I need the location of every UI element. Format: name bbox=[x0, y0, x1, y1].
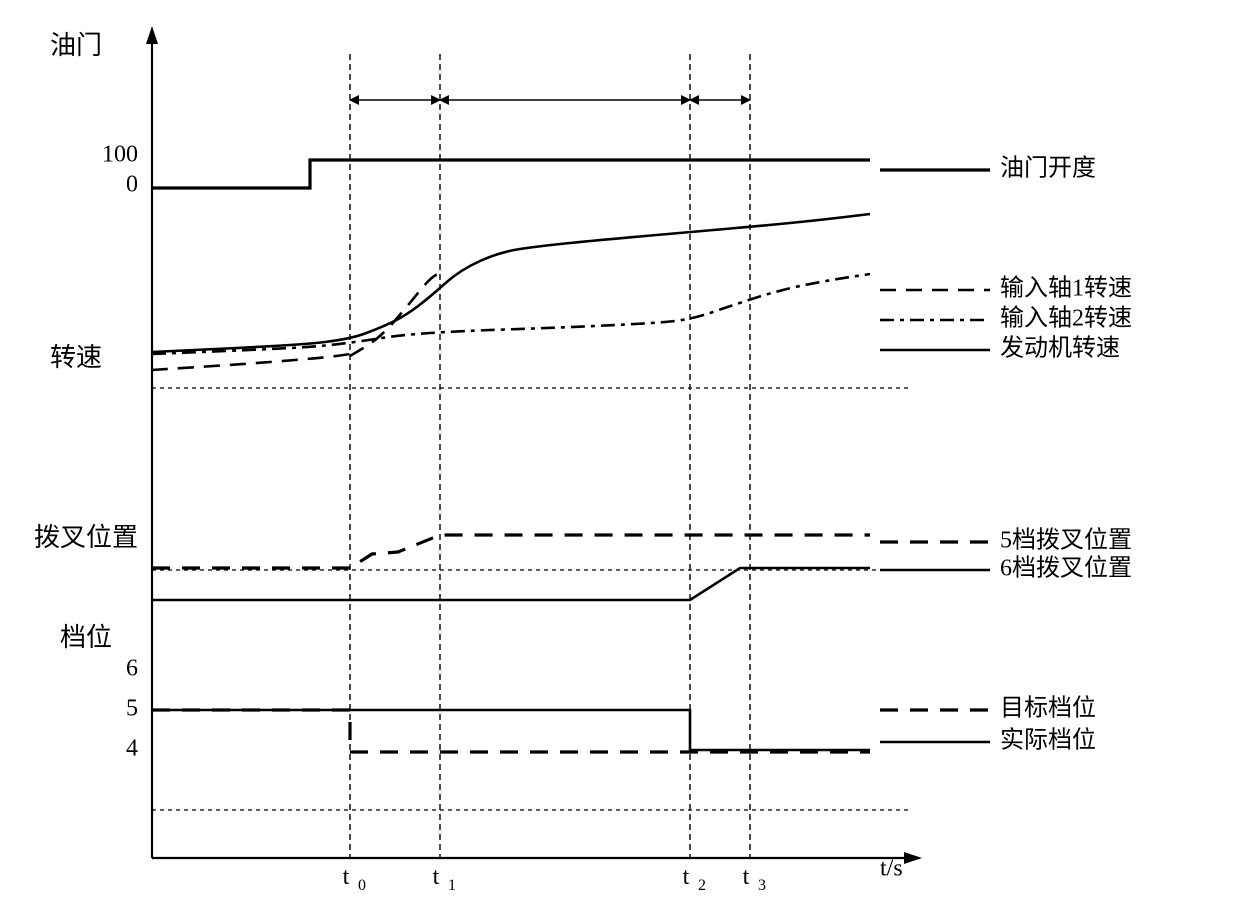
x-axis-label: t/s bbox=[880, 856, 903, 882]
shaft2-speed-series bbox=[152, 274, 870, 354]
throttle-series bbox=[152, 160, 870, 188]
y-axis-label-speed: 转速 bbox=[50, 343, 102, 372]
svg-text:t: t bbox=[343, 864, 350, 890]
engine-speed-series bbox=[152, 214, 870, 352]
time-label-t2: t2 bbox=[683, 864, 706, 894]
y-axis-arrow bbox=[146, 26, 158, 44]
gear-tick-4: 4 bbox=[126, 736, 138, 762]
time-label-t1: t1 bbox=[433, 864, 456, 894]
shaft1-speed-series-a bbox=[152, 354, 350, 370]
legend-label: 油门开度 bbox=[1000, 155, 1096, 182]
time-label-t0: t0 bbox=[343, 864, 366, 894]
actual-gear-series bbox=[152, 710, 870, 750]
gear-tick-5: 5 bbox=[126, 696, 138, 722]
throttle-tick-0: 0 bbox=[126, 172, 138, 198]
shaft1-speed-series-b bbox=[350, 270, 445, 356]
svg-text:1: 1 bbox=[448, 877, 456, 894]
svg-text:0: 0 bbox=[358, 877, 366, 894]
throttle-tick-100: 100 bbox=[102, 142, 138, 168]
svg-text:2: 2 bbox=[698, 877, 706, 894]
svg-text:3: 3 bbox=[758, 877, 766, 894]
time-label-t3: t3 bbox=[743, 864, 766, 894]
svg-text:t: t bbox=[433, 864, 440, 890]
legend-label: 目标档位 bbox=[1000, 695, 1096, 722]
y-axis-label-fork: 拨叉位置 bbox=[34, 523, 138, 552]
svg-text:t: t bbox=[683, 864, 690, 890]
x-axis-arrow bbox=[904, 852, 922, 864]
legend-label: 6档拨叉位置 bbox=[1000, 555, 1132, 582]
legend-label: 输入轴1转速 bbox=[1000, 275, 1132, 302]
legend-label: 发动机转速 bbox=[1000, 335, 1120, 362]
y-axis-label-gear: 档位 bbox=[60, 623, 112, 652]
target-gear-series bbox=[152, 710, 870, 752]
gear-tick-6: 6 bbox=[126, 656, 138, 682]
fork5-series bbox=[152, 535, 870, 568]
y-axis-label-throttle: 油门 bbox=[50, 31, 102, 60]
svg-text:t: t bbox=[743, 864, 750, 890]
legend-label: 输入轴2转速 bbox=[1000, 305, 1132, 332]
legend-label: 实际档位 bbox=[1000, 727, 1096, 754]
timing-diagram: t/s油门1000转速拨叉位置档位654t0t1t2t3油门开度输入轴1转速输入… bbox=[0, 0, 1240, 910]
fork6-series bbox=[152, 568, 870, 600]
legend-label: 5档拨叉位置 bbox=[1000, 527, 1132, 554]
